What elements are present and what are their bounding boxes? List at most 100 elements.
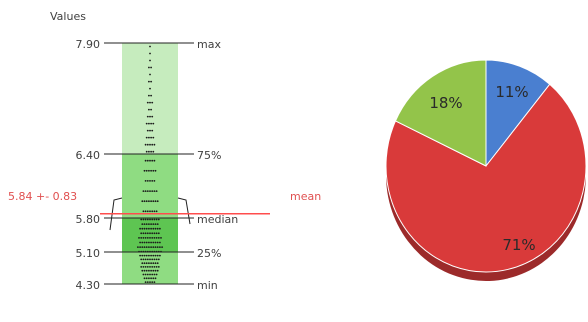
data-point <box>149 258 151 261</box>
data-point <box>144 143 147 146</box>
data-point <box>148 227 150 230</box>
data-point <box>148 246 150 249</box>
data-point <box>151 210 154 213</box>
data-point <box>142 190 145 193</box>
data-point <box>142 218 145 221</box>
data-point <box>153 159 156 162</box>
data-point <box>150 150 153 153</box>
data-point <box>154 223 157 226</box>
data-point <box>142 273 145 276</box>
data-point <box>149 59 151 62</box>
data-point <box>154 241 157 244</box>
tick-label-q3: 6.40 <box>76 149 101 162</box>
data-point <box>152 254 155 257</box>
data-point <box>149 87 151 90</box>
data-point <box>140 258 143 261</box>
data-point <box>153 218 156 221</box>
data-point <box>145 241 148 244</box>
data-point <box>159 246 161 249</box>
data-point <box>141 200 144 203</box>
band-q1-median <box>122 218 178 252</box>
data-point <box>149 273 151 276</box>
data-point <box>142 237 145 239</box>
data-point <box>142 258 145 261</box>
data-point <box>148 80 150 83</box>
data-point <box>160 237 162 239</box>
data-point <box>155 237 158 239</box>
data-point <box>143 200 146 203</box>
data-point <box>152 269 155 272</box>
data-point <box>157 237 160 239</box>
data-point <box>148 150 150 153</box>
data-point <box>145 277 148 280</box>
data-point <box>143 269 146 272</box>
data-point <box>152 150 155 153</box>
data-point <box>146 281 149 283</box>
data-point <box>152 241 155 244</box>
data-point <box>156 227 159 230</box>
data-point <box>155 258 158 261</box>
data-point <box>159 227 161 230</box>
data-point <box>156 241 159 244</box>
data-point <box>149 115 151 118</box>
data-point <box>151 281 154 283</box>
data-point <box>155 266 158 268</box>
data-point <box>150 269 153 272</box>
data-point <box>139 254 142 257</box>
pie-label-green: 18% <box>429 94 462 112</box>
data-point <box>153 258 156 261</box>
pie-slice-0 <box>485 59 551 168</box>
data-point <box>151 190 154 193</box>
data-point <box>146 266 149 268</box>
data-point <box>145 200 148 203</box>
dot-strip-chart: Values 7.90 6.40 5.80 5.10 4.30 5.84 +- … <box>8 10 321 292</box>
data-point <box>144 210 147 213</box>
data-point <box>144 237 147 239</box>
data-point <box>141 269 144 272</box>
median-bracket-right <box>177 197 191 225</box>
data-point <box>148 108 150 111</box>
data-point <box>149 190 151 193</box>
data-point <box>159 254 161 257</box>
data-point <box>141 223 144 226</box>
data-point <box>148 94 150 97</box>
data-point <box>149 281 151 283</box>
data-point <box>143 254 146 257</box>
data-point <box>153 210 156 213</box>
data-point <box>152 122 155 125</box>
data-point <box>150 136 153 139</box>
data-point <box>140 266 143 268</box>
data-point <box>153 190 156 193</box>
data-point <box>153 237 156 239</box>
data-point <box>155 190 158 193</box>
data-point <box>152 200 155 203</box>
data-point <box>157 258 160 261</box>
data-point <box>149 52 151 55</box>
label-q3: 75% <box>197 149 221 162</box>
data-point <box>150 169 153 172</box>
data-point <box>141 246 144 249</box>
median-bracket-left <box>109 197 123 231</box>
data-point <box>153 273 156 276</box>
band-median-q3 <box>122 154 178 218</box>
data-point <box>151 232 154 235</box>
data-point <box>144 180 147 182</box>
data-point <box>151 101 154 104</box>
data-point <box>149 210 151 213</box>
data-point <box>150 223 153 226</box>
data-point <box>149 101 151 104</box>
data-point <box>156 200 159 203</box>
data-point <box>144 258 147 261</box>
data-point <box>151 159 154 162</box>
data-point <box>145 136 148 139</box>
band-min-q1 <box>122 252 178 284</box>
data-point <box>141 227 144 230</box>
data-point <box>150 66 153 69</box>
data-point <box>150 246 153 249</box>
data-point <box>154 269 157 272</box>
data-point <box>154 200 157 203</box>
data-point <box>139 241 142 244</box>
data-point <box>148 269 150 272</box>
